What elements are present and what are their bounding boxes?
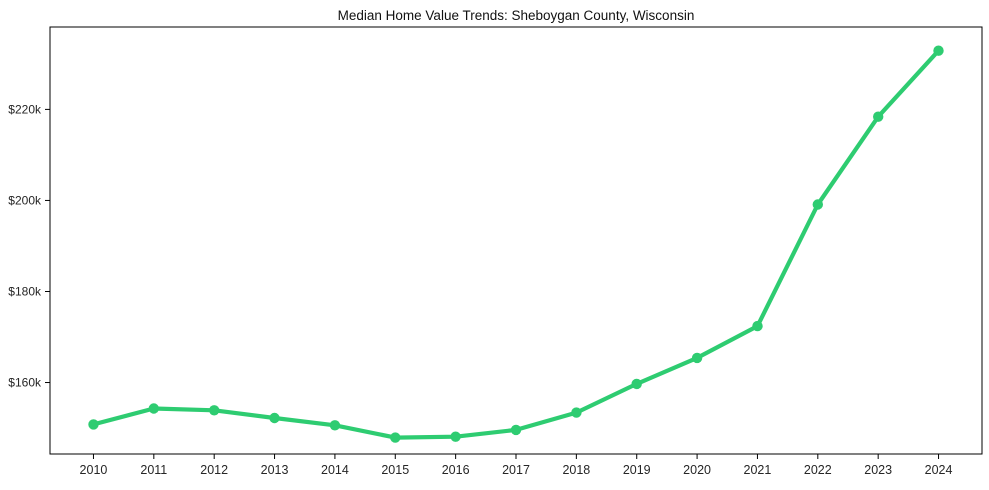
- data-point-2011: [148, 403, 159, 414]
- data-point-2012: [209, 405, 220, 416]
- x-tick-label: 2010: [80, 463, 108, 477]
- x-tick-label: 2024: [925, 463, 953, 477]
- x-tick-label: 2011: [140, 463, 167, 477]
- trend-line: [91, 48, 941, 440]
- data-point-2019: [631, 378, 642, 390]
- y-tick-label: $220k: [8, 102, 42, 116]
- data-point-2015: [390, 432, 401, 443]
- x-tick-label: 2019: [623, 463, 651, 477]
- x-tick-label: 2015: [381, 463, 409, 477]
- data-point-2018: [571, 407, 582, 418]
- x-tick-label: 2012: [200, 463, 228, 477]
- data-point-2022: [812, 199, 823, 210]
- data-point-2013: [269, 412, 280, 424]
- x-tick-label: 2013: [261, 463, 289, 477]
- data-point-2010: [88, 419, 99, 430]
- data-point-2024: [933, 45, 944, 56]
- x-tick-label: 2018: [562, 463, 590, 477]
- x-tick-label: 2021: [744, 463, 772, 477]
- data-point-2020: [691, 352, 703, 364]
- x-tick-label: 2016: [442, 463, 470, 477]
- x-tick-label: 2020: [683, 463, 711, 477]
- plot-border: [49, 26, 983, 455]
- plot-area: $160k $180k $200k $220k 2010 2011 2012 2013 2014…: [8, 26, 983, 477]
- data-point-2017: [510, 424, 522, 436]
- x-tick-label: 2022: [804, 463, 832, 477]
- data-point-2021: [752, 320, 763, 332]
- y-tick-label: $160k: [8, 376, 42, 390]
- y-tick-label: $200k: [8, 193, 42, 207]
- data-point-2016: [450, 431, 461, 442]
- x-tick-label: 2017: [502, 463, 530, 477]
- y-tick-label: $180k: [8, 284, 42, 298]
- x-tick-label: 2023: [864, 463, 892, 477]
- x-tick-label: 2014: [321, 463, 349, 477]
- data-point-2014: [329, 420, 341, 431]
- data-point-2023: [873, 111, 884, 122]
- chart-title: Median Home Value Trends: Sheboygan Coun…: [338, 8, 695, 23]
